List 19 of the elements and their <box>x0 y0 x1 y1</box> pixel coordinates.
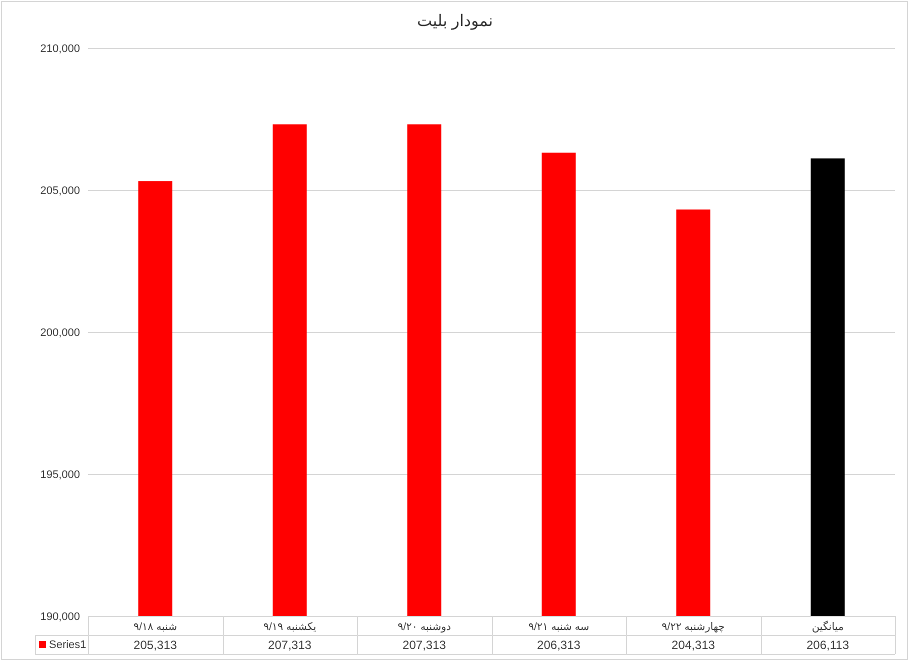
x-tick: چهارشنبه ۹/۲۲ <box>662 621 725 633</box>
data-label: 206,313 <box>537 638 580 652</box>
title: نمودار بلیت <box>417 13 493 30</box>
data-label: 205,313 <box>134 638 177 652</box>
y-tick: 195,000 <box>40 469 80 481</box>
y-tick: 210,000 <box>40 43 80 55</box>
y-tick: 190,000 <box>40 611 80 623</box>
legend-label: Series1 <box>49 639 86 651</box>
data-label: 204,313 <box>672 638 715 652</box>
x-tick: یکشنبه ۹/۱۹ <box>263 621 316 633</box>
data-label: 207,313 <box>268 638 312 652</box>
x-tick: دوشنبه ۹/۲۰ <box>398 621 451 633</box>
data-label: 207,313 <box>402 638 446 652</box>
y-tick: 205,000 <box>40 185 80 197</box>
y-tick: 200,000 <box>40 327 80 339</box>
x-tick: میانگین <box>812 621 844 633</box>
x-tick: سه شنبه ۹/۲۱ <box>528 621 590 633</box>
x-tick: شنبه ۹/۱۸ <box>133 621 178 633</box>
data-label: 206,113 <box>806 638 849 652</box>
